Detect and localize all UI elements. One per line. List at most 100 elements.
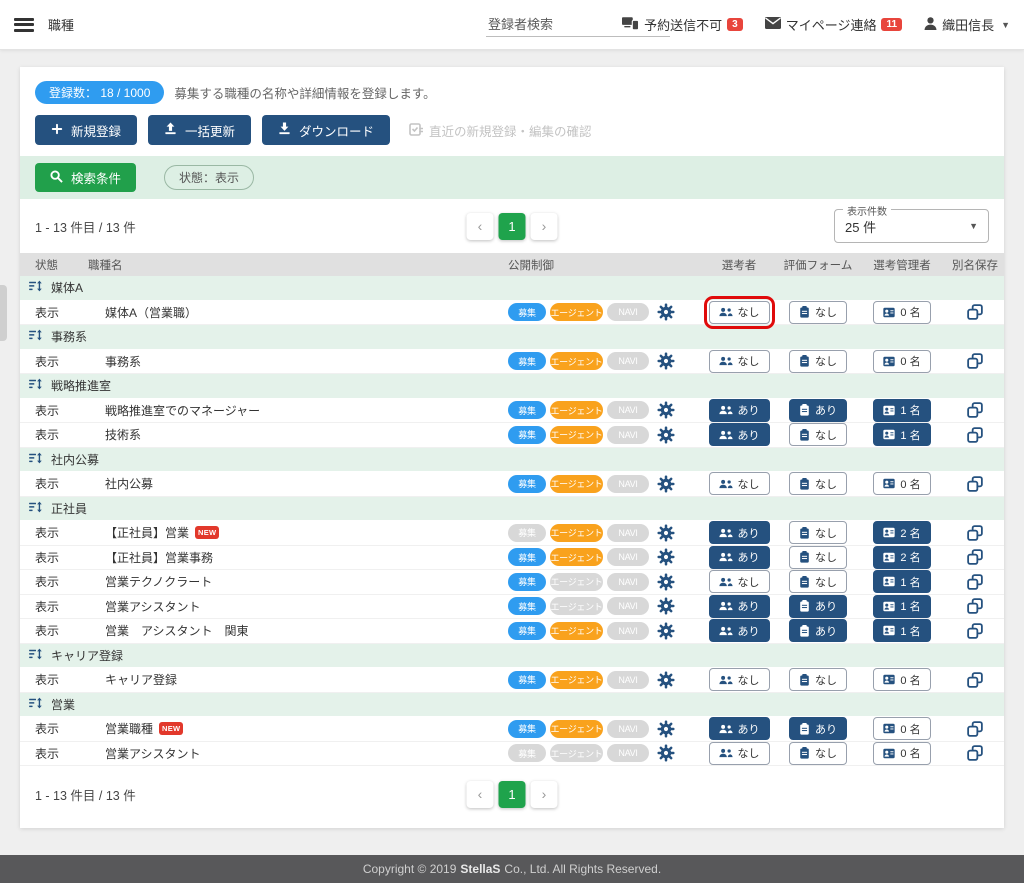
search-input[interactable]: [486, 12, 670, 37]
prev-page-button[interactable]: ‹: [466, 780, 494, 808]
prev-page-button[interactable]: ‹: [466, 212, 494, 240]
side-drawer-handle[interactable]: [0, 285, 7, 341]
form-button[interactable]: あり: [789, 717, 847, 741]
form-button[interactable]: なし: [789, 741, 847, 765]
gear-icon[interactable]: [657, 401, 675, 419]
selector-button[interactable]: なし: [703, 295, 775, 329]
selector-button[interactable]: あり: [708, 594, 770, 618]
manager-button[interactable]: 0 名: [873, 668, 931, 692]
selector-button[interactable]: あり: [708, 717, 770, 741]
manager-button[interactable]: 2 名: [873, 545, 931, 569]
sort-reorder-icon[interactable]: [29, 378, 43, 393]
sort-reorder-icon[interactable]: [29, 329, 43, 344]
selector-button[interactable]: なし: [708, 668, 770, 692]
manager-button[interactable]: 0 名: [873, 741, 931, 765]
user-menu[interactable]: 織田信長 ▼: [924, 15, 1010, 34]
selector-button[interactable]: あり: [708, 521, 770, 545]
selector-button[interactable]: なし: [708, 472, 770, 496]
save-alias-copy-icon[interactable]: [967, 598, 983, 615]
row-status: 表示: [35, 673, 60, 688]
save-alias-copy-icon[interactable]: [967, 402, 983, 419]
form-button[interactable]: なし: [789, 668, 847, 692]
sort-reorder-icon[interactable]: [29, 697, 43, 712]
selector-button[interactable]: なし: [708, 741, 770, 765]
manager-button[interactable]: 1 名: [873, 570, 931, 594]
bulk-update-button[interactable]: 一括更新: [148, 115, 252, 145]
gear-icon[interactable]: [657, 352, 675, 370]
search-conditions-button[interactable]: 検索条件: [35, 163, 137, 192]
per-page-select[interactable]: 表示件数 25 件 ▼: [834, 203, 989, 243]
col-selection-manager: 選考管理者: [873, 259, 931, 272]
gear-icon[interactable]: [657, 744, 675, 762]
manager-button[interactable]: 1 名: [873, 594, 931, 618]
gear-icon[interactable]: [657, 622, 675, 640]
manager-button[interactable]: 0 名: [873, 300, 931, 324]
form-button[interactable]: なし: [789, 521, 847, 545]
clipboard-icon: [799, 404, 810, 416]
selector-button[interactable]: なし: [708, 349, 770, 373]
selector-button[interactable]: あり: [708, 619, 770, 643]
manager-button[interactable]: 0 名: [873, 472, 931, 496]
selector-button[interactable]: なし: [708, 570, 770, 594]
form-button[interactable]: なし: [789, 300, 847, 324]
save-alias-copy-icon[interactable]: [967, 353, 983, 370]
selector-button[interactable]: あり: [708, 545, 770, 569]
form-button[interactable]: あり: [789, 619, 847, 643]
save-alias-copy-icon[interactable]: [967, 720, 983, 737]
manager-button[interactable]: 1 名: [873, 619, 931, 643]
save-alias-copy-icon[interactable]: [967, 549, 983, 566]
manager-button[interactable]: 1 名: [873, 423, 931, 447]
recent-edits-link[interactable]: 直近の新規登録・編集の確認: [409, 121, 592, 140]
gear-icon[interactable]: [657, 597, 675, 615]
manager-button[interactable]: 1 名: [873, 398, 931, 422]
job-name: 営業 アシスタント 関東: [105, 624, 249, 639]
table-row: 表示 事務系 募集 エージェント NAVI なし なし: [20, 349, 1004, 374]
download-button[interactable]: ダウンロード: [262, 115, 391, 145]
form-button[interactable]: あり: [789, 398, 847, 422]
next-page-button[interactable]: ›: [530, 212, 558, 240]
save-alias-copy-icon[interactable]: [967, 475, 983, 492]
gear-icon[interactable]: [657, 475, 675, 493]
save-alias-copy-icon[interactable]: [967, 426, 983, 443]
top-bar: 職種 予約送信不可 3 マイページ連絡 11 織田信長: [0, 0, 1024, 50]
sort-reorder-icon[interactable]: [29, 452, 43, 467]
sort-reorder-icon[interactable]: [29, 648, 43, 663]
gear-icon[interactable]: [657, 303, 675, 321]
selector-button[interactable]: あり: [708, 423, 770, 447]
page-1-button[interactable]: 1: [498, 780, 526, 808]
form-button[interactable]: なし: [789, 570, 847, 594]
save-alias-copy-icon[interactable]: [967, 573, 983, 590]
gear-icon[interactable]: [657, 548, 675, 566]
col-status: 状態: [35, 259, 58, 272]
save-alias-copy-icon[interactable]: [967, 671, 983, 688]
sort-reorder-icon[interactable]: [29, 501, 43, 516]
selector-button[interactable]: あり: [708, 398, 770, 422]
gear-icon[interactable]: [657, 573, 675, 591]
gear-icon[interactable]: [657, 720, 675, 738]
copyright-pre: Copyright © 2019: [362, 862, 457, 876]
form-button[interactable]: あり: [789, 594, 847, 618]
save-alias-copy-icon[interactable]: [967, 622, 983, 639]
manager-button[interactable]: 2 名: [873, 521, 931, 545]
form-button[interactable]: なし: [789, 545, 847, 569]
hamburger-menu-icon[interactable]: [14, 17, 34, 32]
next-page-button[interactable]: ›: [530, 780, 558, 808]
save-alias-copy-icon[interactable]: [967, 524, 983, 541]
status-filter-chip[interactable]: 状態：表示: [164, 165, 255, 190]
mypage-contact-nav[interactable]: マイページ連絡 11: [764, 15, 903, 34]
gear-icon[interactable]: [657, 524, 675, 542]
sort-reorder-icon[interactable]: [29, 280, 43, 295]
gear-icon[interactable]: [657, 671, 675, 689]
form-button[interactable]: なし: [789, 423, 847, 447]
gear-icon[interactable]: [657, 426, 675, 444]
form-button[interactable]: なし: [789, 472, 847, 496]
form-button[interactable]: なし: [789, 349, 847, 373]
recruit-badge: 募集: [508, 597, 546, 616]
manager-button[interactable]: 0 名: [873, 349, 931, 373]
new-registration-button[interactable]: 新規登録: [35, 115, 138, 145]
select-caret-icon: ▼: [969, 221, 978, 231]
save-alias-copy-icon[interactable]: [967, 745, 983, 762]
save-alias-copy-icon[interactable]: [967, 304, 983, 321]
manager-button[interactable]: 0 名: [873, 717, 931, 741]
page-1-button[interactable]: 1: [498, 212, 526, 240]
